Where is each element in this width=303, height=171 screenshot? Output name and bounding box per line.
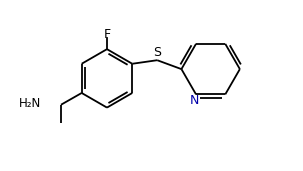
- Text: F: F: [103, 28, 111, 41]
- Text: H₂N: H₂N: [19, 97, 42, 110]
- Text: N: N: [190, 94, 199, 107]
- Text: S: S: [153, 46, 161, 59]
